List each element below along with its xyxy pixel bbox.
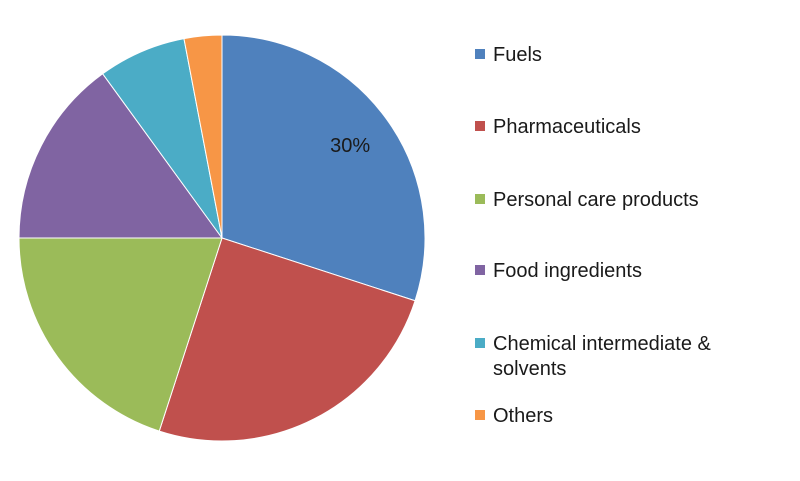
legend-swatch xyxy=(475,194,485,204)
legend-item: Personal care products xyxy=(475,188,763,213)
legend-swatch xyxy=(475,121,485,131)
legend-item: Pharmaceuticals xyxy=(475,115,763,140)
legend-swatch xyxy=(475,49,485,59)
pie-slice-others xyxy=(183,34,223,239)
pie-slice-personal-care-products xyxy=(18,237,223,432)
legend-swatch xyxy=(475,410,485,420)
legend-item: Others xyxy=(475,404,763,429)
legend-label: Pharmaceuticals xyxy=(493,116,641,138)
legend-item: Food ingredients xyxy=(475,259,763,284)
pie-data-labels: 30% xyxy=(330,135,370,157)
pie-slice-fuels xyxy=(221,34,426,302)
pie-slice-pharmaceuticals xyxy=(158,237,416,442)
data-label: 30% xyxy=(330,135,370,157)
legend-label: Personal care products xyxy=(493,189,699,211)
legend-item: Fuels xyxy=(475,43,763,68)
legend-label: Others xyxy=(493,405,554,427)
legend-item: Chemical intermediate & solvents xyxy=(475,332,763,382)
legend-label: Fuels xyxy=(493,44,542,66)
legend-label: Chemical intermediate & solvents xyxy=(493,333,711,380)
pie-slice-food-ingredients xyxy=(18,73,223,239)
legend-swatch xyxy=(475,265,485,275)
pie-slices xyxy=(18,34,426,442)
legend-label: Food ingredients xyxy=(493,260,642,282)
legend-swatch xyxy=(475,338,485,348)
